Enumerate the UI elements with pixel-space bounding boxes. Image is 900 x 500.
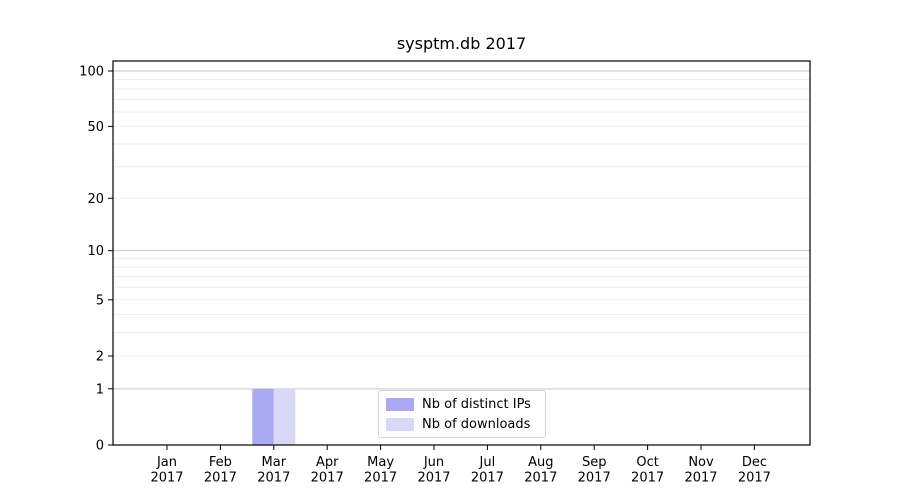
x-tick-label-year: 2017 — [204, 471, 237, 486]
x-tick-label-year: 2017 — [150, 471, 183, 486]
x-tick-label-year: 2017 — [578, 471, 611, 486]
x-tick-label-month: Oct — [636, 455, 658, 470]
y-axis: 0 1 2 5 10 20 50 100 — [79, 65, 113, 454]
x-tick-label-year: 2017 — [311, 471, 344, 486]
y-tick-label: 2 — [96, 349, 104, 364]
x-tick-label-month: Nov — [688, 455, 714, 470]
x-tick-label-month: Feb — [209, 455, 232, 470]
y-tick-label: 1 — [96, 382, 104, 397]
legend-label-downloads: Nb of downloads — [422, 416, 531, 432]
x-tick-label-month: Mar — [262, 455, 287, 470]
plot-frame — [112, 60, 811, 446]
legend-entry-distinct-ips: Nb of distinct IPs — [386, 395, 537, 413]
x-tick-label-month: Jan — [156, 455, 177, 470]
x-tick-label-year: 2017 — [417, 471, 450, 486]
x-tick-label-year: 2017 — [471, 471, 504, 486]
y-tick-label: 100 — [79, 65, 104, 80]
x-tick-label-year: 2017 — [684, 471, 717, 486]
y-gridlines-minor — [113, 78, 810, 357]
y-tick-label: 0 — [96, 439, 104, 454]
x-tick-label-month: Apr — [316, 455, 339, 470]
x-tick-label-year: 2017 — [257, 471, 290, 486]
y-tick-label: 50 — [87, 120, 104, 135]
x-axis: Jan2017Feb2017Mar2017Apr2017May2017Jun20… — [150, 445, 771, 486]
x-tick-label-year: 2017 — [631, 471, 664, 486]
legend-label-distinct-ips: Nb of distinct IPs — [422, 396, 531, 412]
x-tick-label-year: 2017 — [738, 471, 771, 486]
x-tick-label-month: Jul — [479, 455, 496, 470]
y-gridlines-major — [113, 70, 810, 390]
legend-entry-downloads: Nb of downloads — [386, 415, 537, 433]
legend-swatch-distinct-ips — [386, 397, 414, 411]
x-tick-label-year: 2017 — [524, 471, 557, 486]
bars-group — [252, 388, 296, 445]
chart-title: sysptm.db 2017 — [396, 34, 527, 53]
x-tick-label-month: Sep — [582, 455, 607, 470]
legend: Nb of distinct IPs Nb of downloads — [378, 390, 546, 438]
legend-swatch-downloads — [386, 417, 414, 431]
y-tick-label: 5 — [96, 293, 104, 308]
bar-nb-of-distinct-ips — [252, 388, 274, 445]
x-tick-label-month: Aug — [528, 455, 553, 470]
x-tick-label-month: Jun — [423, 455, 444, 470]
x-tick-label-month: Dec — [742, 455, 767, 470]
x-tick-label-month: May — [367, 455, 394, 470]
x-tick-label-year: 2017 — [364, 471, 397, 486]
bar-nb-of-downloads — [273, 388, 296, 445]
y-tick-label: 20 — [87, 192, 104, 207]
y-tick-label: 10 — [87, 244, 104, 259]
